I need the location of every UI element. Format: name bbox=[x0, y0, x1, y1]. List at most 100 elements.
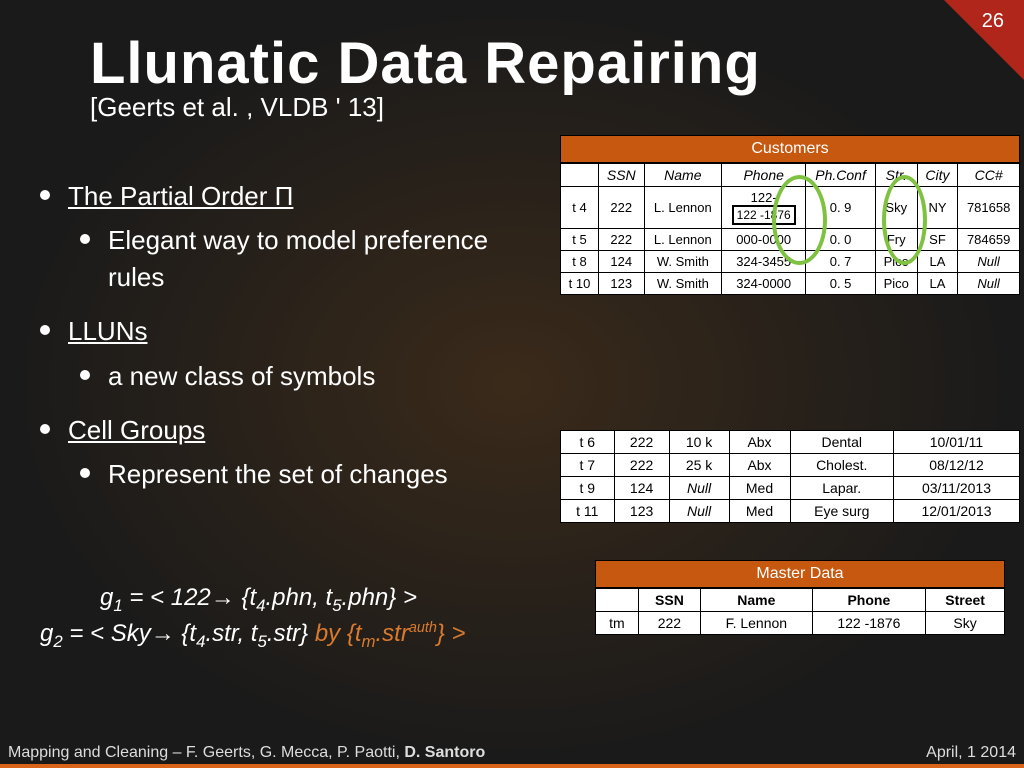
td: 0. 5 bbox=[806, 273, 876, 295]
customers-title: Customers bbox=[560, 135, 1020, 163]
slide-title: Llunatic Data Repairing bbox=[0, 0, 1024, 97]
th: SSN bbox=[598, 164, 644, 187]
highlight-circle-icon bbox=[772, 175, 827, 265]
td: Med bbox=[729, 477, 790, 500]
eq-text: .phn, t bbox=[265, 584, 332, 611]
bullet-dot-icon bbox=[80, 234, 90, 244]
td: 10/01/11 bbox=[893, 431, 1019, 454]
td: t 8 bbox=[561, 251, 599, 273]
eq-text: g bbox=[100, 584, 113, 611]
treatments-table: t 6 222 10 k Abx Dental 10/01/11 t 7 222… bbox=[560, 430, 1020, 523]
td: 25 k bbox=[669, 454, 729, 477]
td: t 6 bbox=[561, 431, 615, 454]
master-table-wrap: Master Data SSN Name Phone Street tm 222… bbox=[595, 560, 1005, 635]
td: Cholest. bbox=[790, 454, 893, 477]
td: L. Lennon bbox=[644, 187, 721, 229]
td: Sky bbox=[926, 612, 1005, 635]
td: Lapar. bbox=[790, 477, 893, 500]
td: t 9 bbox=[561, 477, 615, 500]
td: t 5 bbox=[561, 229, 599, 251]
eq-text: .str bbox=[376, 620, 409, 647]
bullet-text: Elegant way to model preference rules bbox=[108, 222, 540, 295]
eq-sub: 1 bbox=[113, 596, 122, 615]
td: Null bbox=[958, 273, 1020, 295]
td: LA bbox=[917, 251, 958, 273]
table-row: t 11 123 Null Med Eye surg 12/01/2013 bbox=[561, 500, 1020, 523]
bullet-newclass: a new class of symbols bbox=[80, 358, 540, 394]
eq-by: by {tm.strauth} > bbox=[315, 620, 466, 647]
td: 123 bbox=[614, 500, 669, 523]
td: t 7 bbox=[561, 454, 615, 477]
table-row: tm 222 F. Lennon 122 -1876 Sky bbox=[596, 612, 1005, 635]
bullet-text: Represent the set of changes bbox=[108, 456, 448, 492]
bullet-lluns: LLUNs bbox=[40, 313, 540, 349]
td: 222 bbox=[614, 454, 669, 477]
equations-block: g1 = < 122→ {t4.phn, t5.phn} > g2 = < Sk… bbox=[40, 580, 466, 656]
bullet-dot-icon bbox=[80, 468, 90, 478]
th bbox=[596, 589, 639, 612]
bullet-dot-icon bbox=[80, 370, 90, 380]
bullet-dot-icon bbox=[40, 424, 50, 434]
td: 10 k bbox=[669, 431, 729, 454]
td: Abx bbox=[729, 431, 790, 454]
bullet-text: The Partial Order Π bbox=[68, 178, 293, 214]
th: Name bbox=[644, 164, 721, 187]
table-row: SSN Name Phone Street bbox=[596, 589, 1005, 612]
master-table: SSN Name Phone Street tm 222 F. Lennon 1… bbox=[595, 588, 1005, 635]
bullet-text: Cell Groups bbox=[68, 412, 205, 448]
eq-text: g bbox=[40, 620, 53, 647]
td: 124 bbox=[614, 477, 669, 500]
td: Null bbox=[958, 251, 1020, 273]
eq-text: = < 122→ {t bbox=[123, 584, 256, 611]
td: Null bbox=[669, 477, 729, 500]
bullet-cellgroups: Cell Groups bbox=[40, 412, 540, 448]
th: SSN bbox=[638, 589, 700, 612]
table-row: t 7 222 25 k Abx Cholest. 08/12/12 bbox=[561, 454, 1020, 477]
eq-sub: 5 bbox=[332, 596, 341, 615]
th: Street bbox=[926, 589, 1005, 612]
bullet-text: a new class of symbols bbox=[108, 358, 375, 394]
td: t 10 bbox=[561, 273, 599, 295]
equation-g1: g1 = < 122→ {t4.phn, t5.phn} > bbox=[40, 584, 466, 616]
bullet-elegant: Elegant way to model preference rules bbox=[80, 222, 540, 295]
td: t 11 bbox=[561, 500, 615, 523]
eq-sub: m bbox=[362, 632, 376, 651]
master-title: Master Data bbox=[595, 560, 1005, 588]
table-row: t 9 124 Null Med Lapar. 03/11/2013 bbox=[561, 477, 1020, 500]
td-text: 122- bbox=[751, 190, 777, 205]
table-row: t 10 123 W. Smith 324-0000 0. 5 Pico LA … bbox=[561, 273, 1020, 295]
highlight-circle-icon bbox=[882, 175, 927, 265]
td: t 4 bbox=[561, 187, 599, 229]
eq-sub: 5 bbox=[257, 632, 266, 651]
td: 03/11/2013 bbox=[893, 477, 1019, 500]
bullet-text: LLUNs bbox=[68, 313, 147, 349]
footer-text: Mapping and Cleaning – F. Geerts, G. Mec… bbox=[8, 744, 404, 761]
th bbox=[561, 164, 599, 187]
table-row: t 6 222 10 k Abx Dental 10/01/11 bbox=[561, 431, 1020, 454]
td: Dental bbox=[790, 431, 893, 454]
eq-sup: auth bbox=[409, 620, 437, 636]
td: Med bbox=[729, 500, 790, 523]
th: Ph.Conf bbox=[806, 164, 876, 187]
td: L. Lennon bbox=[644, 229, 721, 251]
footer-bold: D. Santoro bbox=[404, 744, 485, 761]
footer-bar bbox=[0, 764, 1024, 768]
eq-text: .str, t bbox=[205, 620, 257, 647]
eq-text: } > bbox=[437, 620, 466, 647]
td: Null bbox=[669, 500, 729, 523]
td: Pico bbox=[875, 273, 917, 295]
td: 122 -1876 bbox=[812, 612, 926, 635]
td: 222 bbox=[598, 229, 644, 251]
footer: Mapping and Cleaning – F. Geerts, G. Mec… bbox=[8, 744, 1016, 762]
equation-g2: g2 = < Sky→ {t4.str, t5.str} by {tm.stra… bbox=[40, 620, 466, 652]
td: 324-0000 bbox=[722, 273, 806, 295]
content-block: The Partial Order Π Elegant way to model… bbox=[40, 160, 540, 501]
td: W. Smith bbox=[644, 273, 721, 295]
td: Abx bbox=[729, 454, 790, 477]
td: W. Smith bbox=[644, 251, 721, 273]
th: CC# bbox=[958, 164, 1020, 187]
td: 781658 bbox=[958, 187, 1020, 229]
footer-left: Mapping and Cleaning – F. Geerts, G. Mec… bbox=[8, 744, 485, 762]
td: LA bbox=[917, 273, 958, 295]
bullet-partial-order: The Partial Order Π bbox=[40, 178, 540, 214]
